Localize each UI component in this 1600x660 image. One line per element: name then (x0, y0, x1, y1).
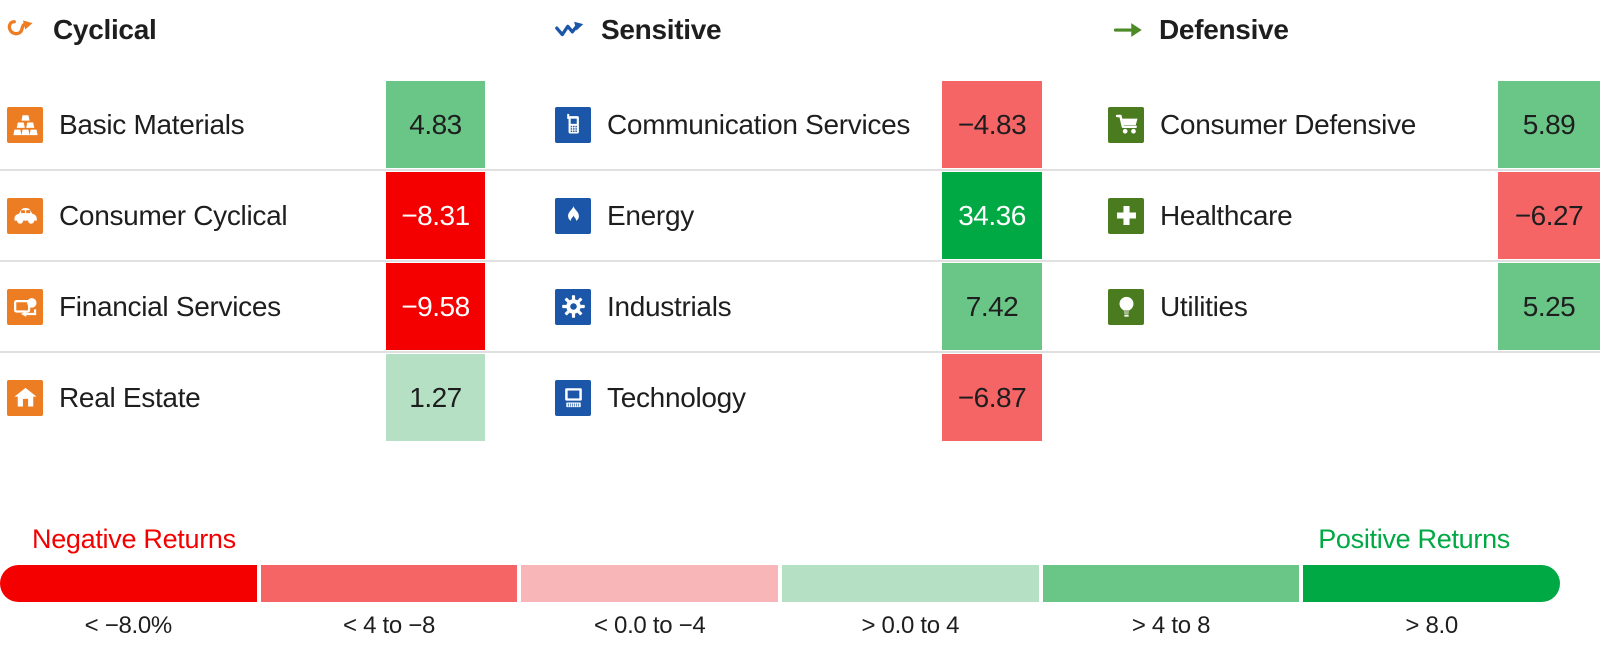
sensitive-icon (555, 21, 584, 37)
defensive-icon (1113, 23, 1142, 37)
group-header-cyclical: Cyclical (7, 13, 157, 47)
group-header-label: Defensive (1159, 14, 1289, 45)
sector-label: Financial Services (59, 290, 281, 322)
sector-row: Healthcare (1108, 172, 1293, 259)
sector-label: Utilities (1160, 290, 1248, 322)
sector-row: Utilities (1108, 263, 1248, 350)
row-divider (0, 351, 1600, 353)
energy-icon (555, 197, 591, 234)
sector-label: Consumer Cyclical (59, 199, 288, 231)
sector-row: Financial Services (7, 263, 281, 350)
sector-label: Basic Materials (59, 108, 245, 140)
legend-segment (0, 565, 257, 602)
sector-label: Consumer Defensive (1160, 108, 1417, 140)
sector-value-cell: −6.27 (1498, 172, 1600, 259)
sector-label: Industrials (607, 290, 732, 322)
sector-row: Consumer Defensive (1108, 81, 1416, 168)
financial-services-icon (7, 288, 43, 325)
group-header-label: Sensitive (601, 14, 722, 45)
legend-bin-label: < 4 to −8 (342, 612, 436, 639)
communication-services-icon (555, 106, 591, 143)
sector-row: Real Estate (7, 354, 201, 441)
basic-materials-icon (7, 106, 43, 143)
sector-value-cell: 7.42 (942, 263, 1042, 350)
utilities-icon (1108, 288, 1144, 325)
negative-returns-label: Negative Returns (32, 524, 236, 554)
legend-bin-label: < 0.0 to −4 (593, 612, 706, 639)
sector-label: Communication Services (607, 108, 911, 140)
legend-segment (1303, 565, 1561, 602)
technology-icon (555, 379, 591, 416)
group-header-label: Cyclical (53, 14, 157, 45)
real-estate-icon (7, 379, 43, 416)
sector-value-cell: 5.89 (1498, 81, 1600, 168)
legend-segment (521, 565, 779, 602)
sector-value-cell: 4.83 (386, 81, 485, 168)
sector-row: Basic Materials (7, 81, 245, 168)
legend-bin-label: > 8.0 (1405, 612, 1458, 639)
sector-value-cell: −8.31 (386, 172, 485, 259)
sector-value-cell: −6.87 (942, 354, 1042, 441)
legend-segment (260, 565, 518, 602)
healthcare-icon (1108, 197, 1144, 234)
sector-row: Consumer Cyclical (7, 172, 288, 259)
legend-segment (782, 565, 1039, 602)
sector-label: Technology (607, 381, 746, 413)
sector-value-cell: 34.36 (942, 172, 1042, 259)
legend-bin-labels: < −8.0% < 4 to −8 < 0.0 to −4 > 0.0 to 4… (0, 612, 1560, 640)
legend-segment (1042, 565, 1300, 602)
industrials-icon (555, 288, 591, 325)
consumer-cyclical-icon (7, 197, 43, 234)
sector-value-cell: 5.25 (1498, 263, 1600, 350)
consumer-defensive-icon (1108, 106, 1144, 143)
legend-bin-label: < −8.0% (84, 612, 173, 639)
legend-bin-label: > 0.0 to 4 (861, 612, 960, 639)
cyclical-icon (7, 20, 33, 36)
legend-color-bar (0, 565, 1561, 602)
sector-row: Energy (555, 172, 694, 259)
row-divider (0, 169, 1600, 171)
sector-row: Communication Services (555, 81, 910, 168)
group-header-defensive: Defensive (1113, 13, 1289, 47)
sector-row: Technology (555, 354, 746, 441)
legend-bin-label: > 4 to 8 (1131, 612, 1211, 639)
sector-label: Energy (607, 199, 694, 231)
row-divider (0, 260, 1600, 262)
positive-returns-label: Positive Returns (1318, 524, 1510, 554)
group-header-sensitive: Sensitive (555, 13, 722, 47)
sector-label: Real Estate (59, 381, 201, 413)
sector-value-cell: −4.83 (942, 81, 1042, 168)
sector-value-cell: −9.58 (386, 263, 485, 350)
sector-row: Industrials (555, 263, 732, 350)
sector-value-cell: 1.27 (386, 354, 485, 441)
sector-label: Healthcare (1160, 199, 1293, 231)
